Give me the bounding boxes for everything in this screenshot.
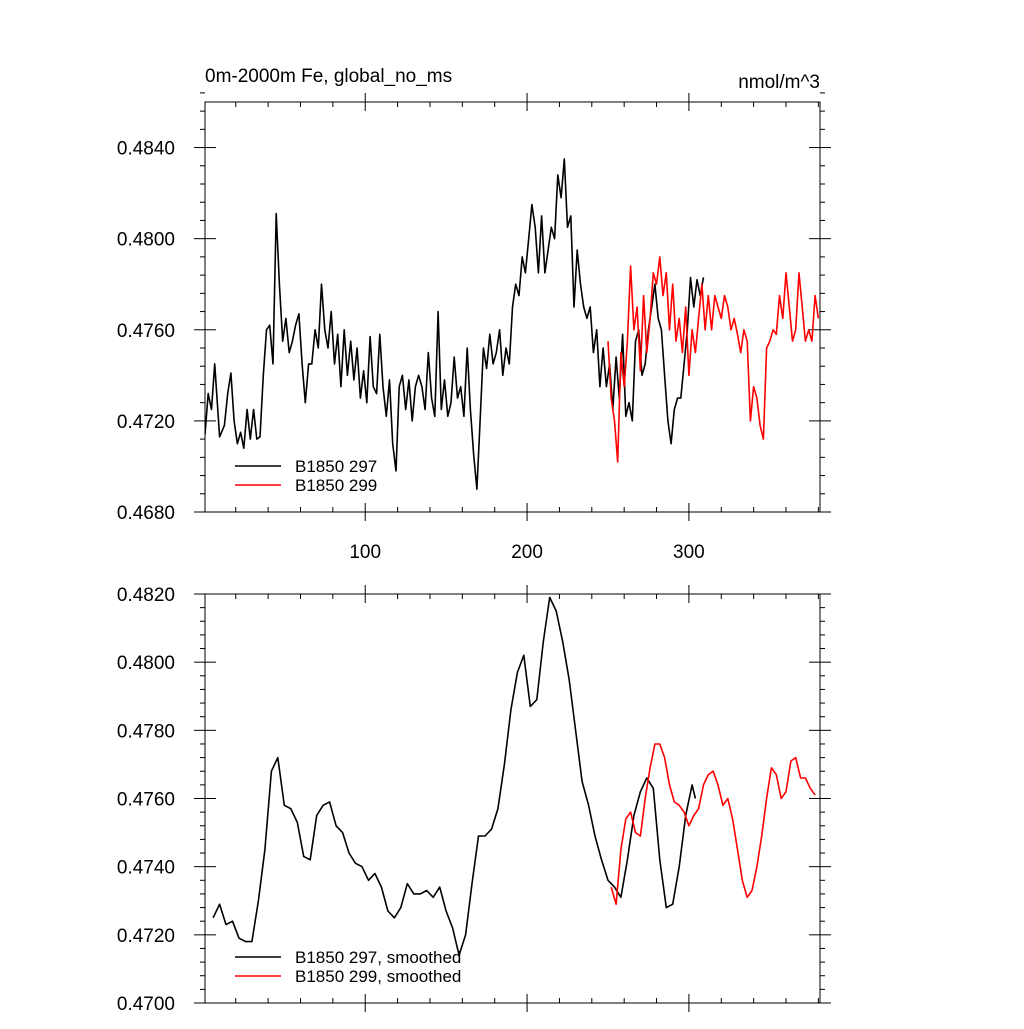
bottom-series-line-2 [610, 743, 816, 905]
bottom-series-line-1 [212, 596, 697, 957]
y-tick-label: 0.4840 [117, 139, 175, 160]
chart-units: nmol/m^3 [738, 72, 820, 93]
y-tick-label: 0.4760 [117, 321, 175, 342]
bottom-legend-label-2: B1850 299, smoothed [295, 967, 461, 986]
y-tick-label: 0.4800 [117, 230, 175, 251]
y-tick-label: 0.4680 [117, 503, 175, 524]
y-tick-label: 0.4720 [117, 926, 175, 947]
top-plot-frame [204, 101, 821, 513]
top-legend-label-1: B1850 297 [295, 457, 377, 476]
x-tick-label: 100 [349, 542, 381, 563]
y-tick-label: 0.4720 [117, 412, 175, 433]
y-tick-label: 0.4780 [117, 721, 175, 742]
x-tick-label: 300 [673, 542, 705, 563]
y-tick-label: 0.4820 [117, 585, 175, 606]
y-tick-label: 0.4740 [117, 858, 175, 879]
y-tick-label: 0.4760 [117, 790, 175, 811]
panel-bottom: 0.4700 0.4720 0.4740 0.4760 0.4780 0.4800 0.48… [117, 585, 831, 1015]
bottom-legend-label-1: B1850 297, smoothed [295, 948, 461, 967]
y-tick-label: 0.4800 [117, 653, 175, 674]
top-legend-label-2: B1850 299 [295, 476, 377, 495]
top-series-line-2 [607, 256, 820, 463]
y-tick-label: 0.4700 [117, 994, 175, 1015]
chart-title: 0m-2000m Fe, global_no_ms [205, 66, 452, 87]
panel-top: 100 200 300 0.4680 0.4720 0.4760 0.4800 0.4840 0… [117, 66, 831, 563]
x-tick-label: 200 [511, 542, 543, 563]
